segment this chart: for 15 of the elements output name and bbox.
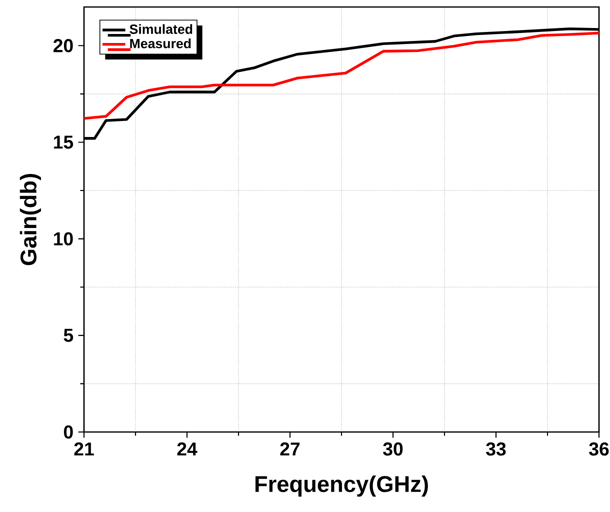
y-axis-title: Gain(db) — [20, 174, 42, 266]
x-tick-label: 33 — [486, 442, 506, 456]
y-tick-label: 0 — [64, 425, 73, 439]
y-tick-label: 5 — [64, 328, 74, 342]
legend-label: Measured — [130, 38, 191, 48]
x-axis-title: Frequency(GHz) — [256, 475, 428, 497]
x-tick-label: 30 — [383, 442, 403, 456]
x-tick-label: 27 — [280, 442, 300, 456]
y-tick-label: 10 — [54, 232, 73, 246]
y-tick-label: 15 — [54, 136, 74, 149]
y-tick-label: 20 — [53, 39, 73, 52]
x-tick-label: 36 — [589, 442, 609, 456]
x-tick-label: 21 — [74, 442, 94, 456]
x-tick-label: 24 — [177, 442, 198, 456]
legend-label: Simulated — [130, 24, 192, 34]
